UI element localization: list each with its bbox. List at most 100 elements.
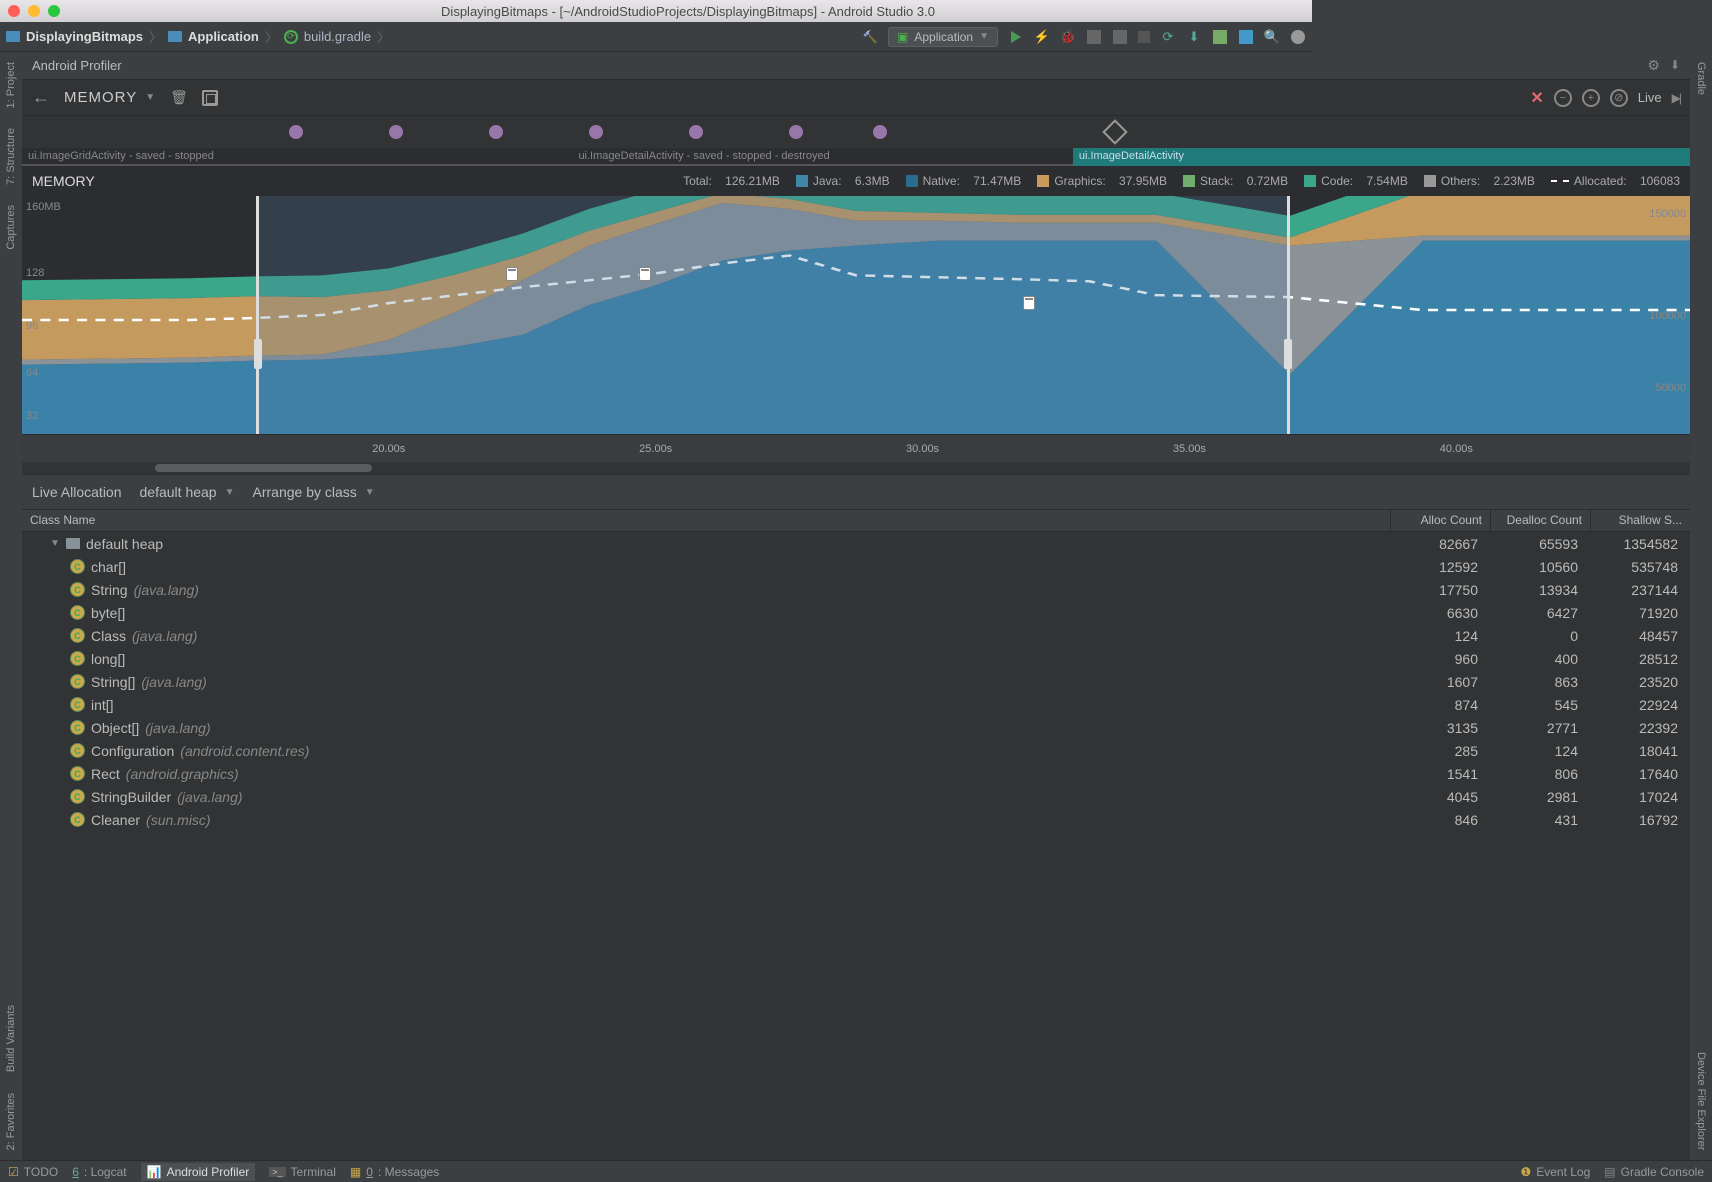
table-row[interactable]: CString[] (java.lang)160786323520 [22, 670, 1690, 693]
column-alloc-count[interactable]: Alloc Count [1390, 510, 1490, 531]
column-class-name[interactable]: Class Name [22, 510, 1390, 531]
class-icon: C [70, 582, 85, 597]
breadcrumb: DisplayingBitmaps 〉 Application 〉 ⟳ buil… [6, 27, 390, 46]
status-terminal[interactable]: >_Terminal [269, 1165, 336, 1179]
memory-chart[interactable]: 160MB128966432 15000010000050000 [22, 196, 1690, 434]
sidebar-item-build-variants[interactable]: Build Variants [0, 995, 22, 1082]
sidebar-item-structure[interactable]: 7: Structure [0, 118, 22, 195]
sdk-icon[interactable] [1212, 29, 1228, 45]
sidebar-item-device-file-explorer[interactable]: Device File Explorer [1690, 1042, 1712, 1160]
status-logcat[interactable]: 6: Logcat [72, 1165, 126, 1179]
window-title: DisplayingBitmaps - [~/AndroidStudioProj… [72, 4, 1304, 19]
user-icon[interactable] [1290, 29, 1306, 45]
horizontal-scrollbar[interactable] [22, 462, 1690, 474]
legend-item: Stack: 0.72MB [1183, 174, 1288, 188]
table-row[interactable]: Cbyte[] 6630642771920 [22, 601, 1690, 624]
table-row[interactable]: CRect (android.graphics)154180617640 [22, 762, 1690, 785]
table-row[interactable]: CObject[] (java.lang)3135277122392 [22, 716, 1690, 739]
sidebar-item-favorites[interactable]: 2: Favorites [0, 1083, 22, 1160]
event-dot [873, 125, 887, 139]
legend-item: Java: 6.3MB [796, 174, 890, 188]
table-row[interactable]: CConfiguration (android.content.res)2851… [22, 739, 1690, 762]
sidebar-item-captures[interactable]: Captures [0, 195, 22, 260]
close-icon[interactable]: ✕ [1530, 88, 1543, 108]
left-side-tabs: 1: Project 7: Structure Captures Build V… [0, 52, 22, 1160]
arrange-dropdown[interactable]: Arrange by class▼ [253, 484, 375, 500]
live-label: Live [1638, 90, 1662, 105]
class-icon: C [70, 628, 85, 643]
status-messages[interactable]: ▦0: Messages [350, 1165, 439, 1179]
profiler-icon[interactable] [1086, 29, 1102, 45]
class-icon: C [70, 789, 85, 804]
table-row[interactable]: CClass (java.lang)124048457 [22, 624, 1690, 647]
status-todo[interactable]: ☑TODO [8, 1165, 58, 1179]
time-tick-label: 25.00s [639, 443, 672, 455]
table-body[interactable]: ▼default heap82667655931354582Cchar[] 12… [22, 532, 1690, 1160]
gear-icon[interactable] [1647, 57, 1660, 74]
trash-icon[interactable] [170, 89, 188, 106]
close-window-button[interactable] [8, 5, 20, 17]
heap-dropdown[interactable]: default heap▼ [140, 484, 235, 500]
live-allocation-label: Live Allocation [32, 484, 122, 500]
y-tick-label: 96 [26, 320, 38, 332]
table-row[interactable]: CStringBuilder (java.lang)4045298117024 [22, 785, 1690, 808]
memory-dropdown[interactable]: MEMORY▼ [64, 89, 156, 106]
build-button[interactable] [862, 29, 878, 45]
record-icon[interactable] [202, 90, 218, 106]
sidebar-item-gradle[interactable]: Gradle [1690, 52, 1712, 105]
legend-row: MEMORY Total: 126.21MB Java: 6.3MBNative… [22, 166, 1690, 196]
breadcrumb-project[interactable]: DisplayingBitmaps [26, 29, 143, 44]
avd-icon[interactable]: ⬇ [1186, 29, 1202, 45]
column-dealloc-count[interactable]: Dealloc Count [1490, 510, 1590, 531]
folder-icon [168, 31, 182, 42]
table-row[interactable]: Clong[] 96040028512 [22, 647, 1690, 670]
breadcrumb-module[interactable]: Application [188, 29, 259, 44]
search-icon[interactable]: 🔍 [1264, 29, 1280, 45]
zoom-out-icon[interactable]: − [1554, 89, 1572, 107]
download-icon[interactable] [1670, 57, 1680, 74]
gc-marker-icon [1023, 296, 1035, 310]
maximize-window-button[interactable] [48, 5, 60, 17]
folder-icon [6, 31, 20, 42]
status-android-profiler[interactable]: 📊Android Profiler [141, 1163, 256, 1181]
class-icon: C [70, 766, 85, 781]
debug-button[interactable] [1060, 29, 1076, 45]
legend-item: Native: 71.47MB [906, 174, 1022, 188]
table-row[interactable]: Cint[] 87454522924 [22, 693, 1690, 716]
layout-icon[interactable] [1238, 29, 1254, 45]
event-dot [689, 125, 703, 139]
column-shallow-size[interactable]: Shallow S... [1590, 510, 1690, 531]
event-log[interactable]: ❶Event Log [1520, 1165, 1590, 1179]
sync-icon[interactable]: ⟳ [1160, 29, 1176, 45]
event-dot [789, 125, 803, 139]
scrollbar-thumb[interactable] [155, 464, 372, 472]
allocation-header: Live Allocation default heap▼ Arrange by… [22, 474, 1690, 510]
selection-handle-right[interactable] [1284, 339, 1292, 369]
sidebar-item-project[interactable]: 1: Project [0, 52, 22, 118]
folder-icon [66, 538, 80, 549]
run-config-dropdown[interactable]: ▣ Application ▼ [888, 27, 998, 47]
legend-item: Others: 2.23MB [1424, 174, 1535, 188]
time-axis: 20.00s25.00s30.00s35.00s40.00s [22, 434, 1690, 462]
skip-icon[interactable] [1672, 90, 1680, 105]
apply-changes-button[interactable]: ⚡ [1034, 29, 1050, 45]
zoom-in-icon[interactable]: + [1582, 89, 1600, 107]
minimize-window-button[interactable] [28, 5, 40, 17]
gradle-console[interactable]: ▤Gradle Console [1604, 1165, 1704, 1179]
table-row[interactable]: Cchar[] 1259210560535748 [22, 555, 1690, 578]
reset-zoom-icon[interactable]: ⊘ [1610, 89, 1628, 107]
class-icon: C [70, 651, 85, 666]
selection-handle-left[interactable] [254, 339, 262, 369]
table-row-heap[interactable]: ▼default heap82667655931354582 [22, 532, 1690, 555]
table-row[interactable]: CString (java.lang)1775013934237144 [22, 578, 1690, 601]
activity-segment: ui.ImageGridActivity - saved - stopped [22, 148, 572, 166]
breadcrumb-file[interactable]: build.gradle [304, 29, 371, 44]
table-row[interactable]: CCleaner (sun.misc)84643116792 [22, 808, 1690, 831]
run-button[interactable] [1008, 29, 1024, 45]
selection-overlay[interactable] [256, 196, 1290, 434]
attach-debugger-icon[interactable] [1112, 29, 1128, 45]
y-tick-label: 160MB [26, 201, 61, 213]
stop-button[interactable] [1138, 31, 1150, 43]
profiler-header: Android Profiler [22, 52, 1690, 80]
back-button[interactable]: ← [32, 87, 50, 108]
